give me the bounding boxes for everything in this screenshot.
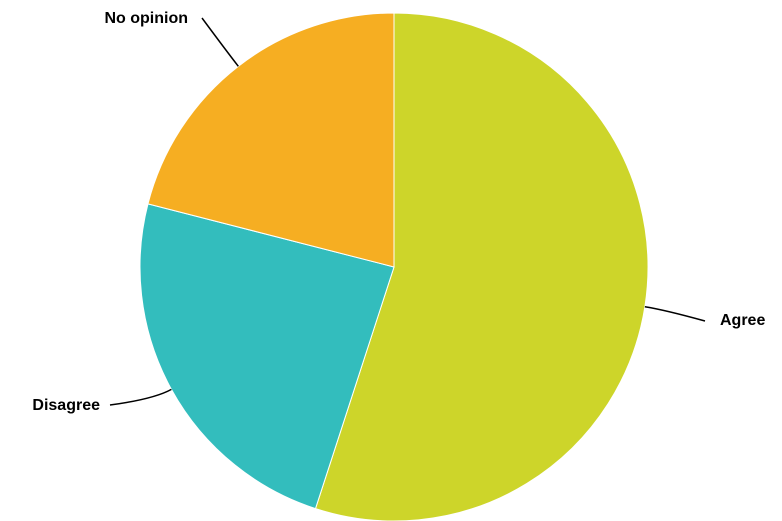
pie-slice-agree (314, 12, 649, 521)
slice-label-agree: Agree (720, 312, 765, 329)
slice-labels: Agree Disagree No opinion (32, 10, 765, 414)
pie-slices (139, 12, 649, 521)
pie-slice-disagree (139, 203, 395, 510)
leader-line-disagree (109, 388, 172, 406)
leader-line-agree (644, 305, 706, 322)
slice-label-disagree: Disagree (32, 397, 100, 414)
pie-slice-no-opinion (147, 12, 395, 268)
leader-lines (109, 17, 706, 406)
slice-label-no-opinion: No opinion (104, 10, 188, 27)
leader-line-no-opinion (201, 17, 239, 67)
